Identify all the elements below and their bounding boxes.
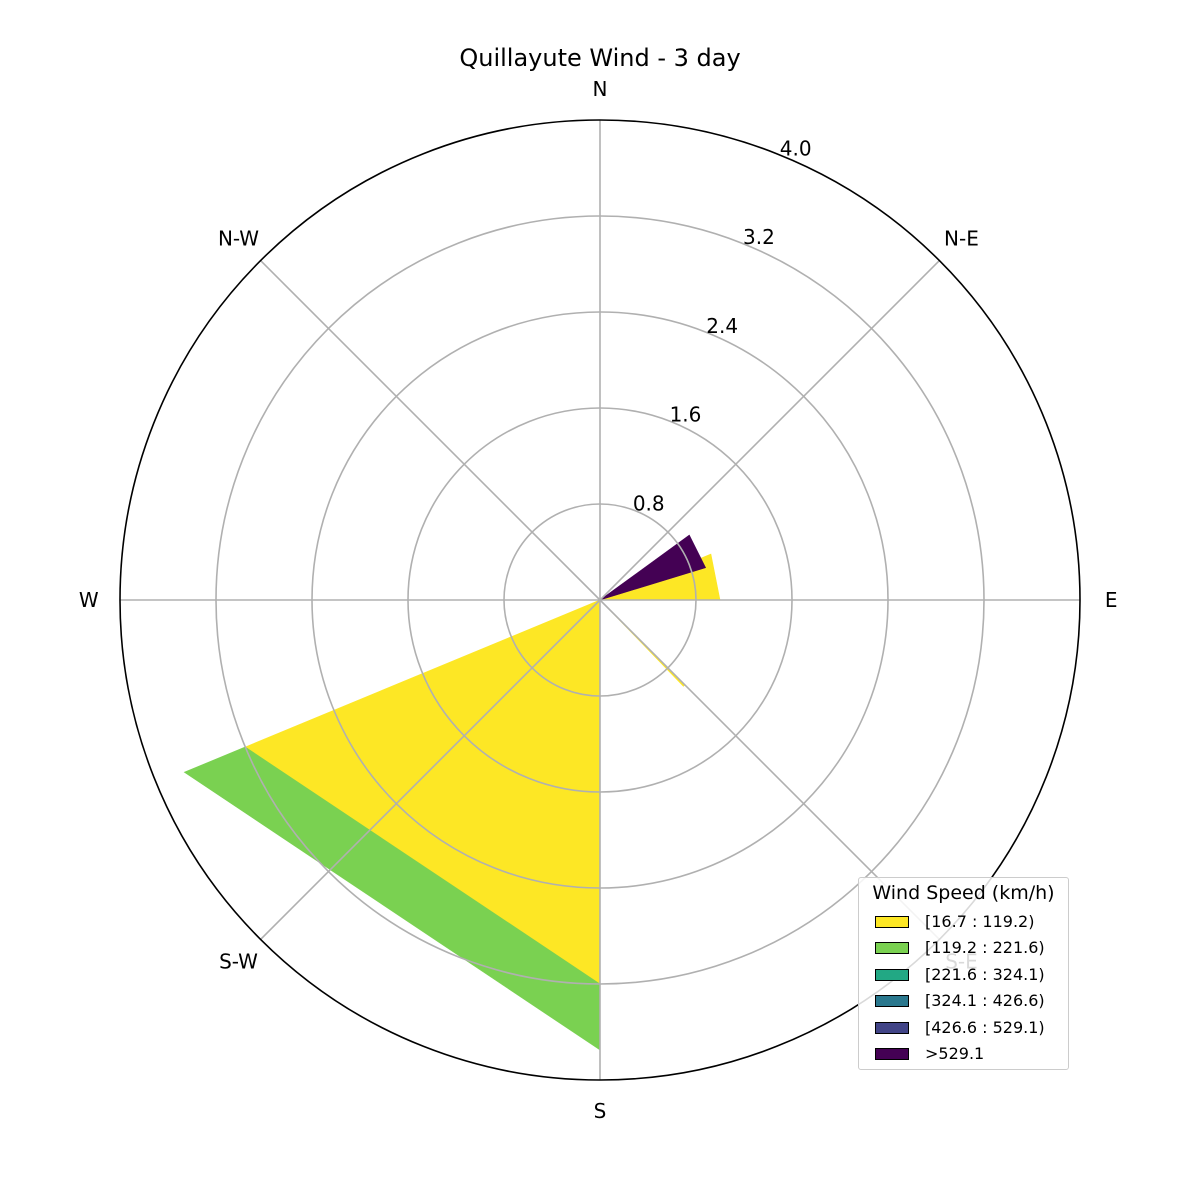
grid-layer	[119, 119, 1081, 1081]
legend-label: [119.2 : 221.6)	[925, 938, 1045, 957]
legend-swatch	[875, 995, 909, 1007]
legend-label: [324.1 : 426.6)	[925, 991, 1045, 1010]
direction-label: N	[593, 77, 608, 101]
legend-swatch	[875, 1048, 909, 1060]
wind-sector	[599, 534, 707, 601]
legend-label: [16.7 : 119.2)	[925, 912, 1035, 931]
legend-label: [426.6 : 529.1)	[925, 1018, 1045, 1037]
angular-gridline	[260, 260, 601, 601]
radial-tick-label: 4.0	[780, 137, 812, 161]
direction-label: S-W	[219, 949, 258, 973]
radial-tick-label: 0.8	[633, 491, 665, 515]
direction-label: W	[79, 588, 99, 612]
legend-label: [221.6 : 324.1)	[925, 965, 1045, 984]
outer-ring	[119, 119, 1081, 1081]
chart-title: Quillayute Wind - 3 day	[459, 44, 741, 72]
radial-tick-label: 1.6	[670, 403, 702, 427]
angular-gridline	[599, 260, 940, 601]
direction-label: E	[1105, 588, 1118, 612]
sectors-layer	[183, 534, 721, 1051]
direction-label: N-W	[218, 227, 259, 251]
legend-swatch	[875, 916, 909, 928]
legend-swatch	[875, 942, 909, 954]
radial-tick-label: 2.4	[706, 314, 738, 338]
direction-label: S	[594, 1099, 607, 1123]
legend-swatch	[875, 969, 909, 981]
legend: Wind Speed (km/h) [16.7 : 119.2) [119.2 …	[858, 877, 1069, 1070]
legend-swatch	[875, 1022, 909, 1034]
angular-gridline	[260, 599, 601, 940]
direction-label: N-E	[944, 227, 979, 251]
legend-title: Wind Speed (km/h)	[872, 882, 1055, 904]
legend-label: >529.1	[925, 1044, 985, 1063]
radial-tick-label: 3.2	[743, 225, 775, 249]
